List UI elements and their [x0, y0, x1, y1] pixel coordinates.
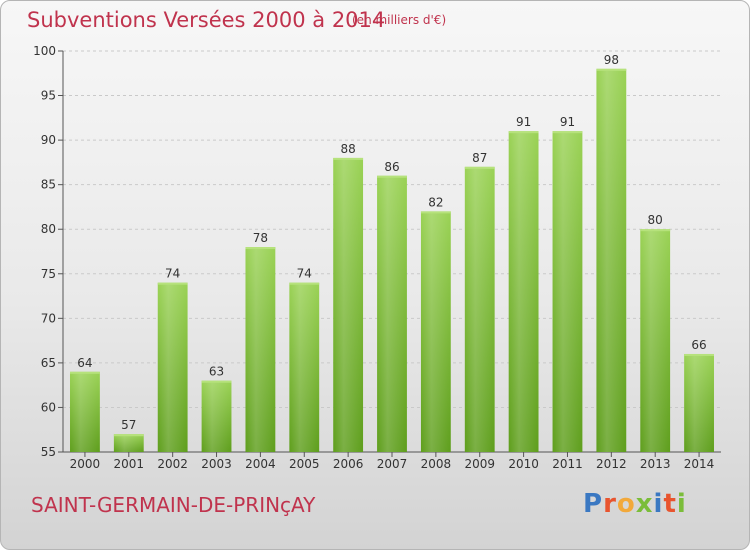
data-label: 66 — [691, 338, 706, 352]
bar-highlight — [157, 282, 188, 452]
bar-top-edge — [552, 131, 583, 134]
bar-highlight — [289, 282, 320, 452]
bar-highlight — [333, 157, 364, 452]
bars — [70, 68, 714, 453]
data-label: 80 — [648, 213, 663, 227]
data-label: 98 — [604, 53, 619, 67]
bar-highlight — [377, 175, 407, 452]
bar-top-edge — [245, 247, 276, 250]
x-tick-label: 2014 — [684, 457, 715, 471]
bar-top-edge — [464, 166, 495, 169]
logo-letter: i — [653, 489, 664, 519]
data-label: 86 — [384, 160, 399, 174]
y-tick-label: 90 — [41, 133, 56, 147]
bar-top-edge — [70, 371, 100, 374]
logo-letter: x — [635, 489, 654, 519]
x-tick-label: 2010 — [508, 457, 539, 471]
labels: 55 60 65 70 75 80 85 90 95 100 64 2000 57 2001 74 2002 6… — [33, 44, 714, 471]
y-tick-label: 100 — [33, 44, 56, 58]
data-label: 64 — [77, 356, 92, 370]
bar-highlight — [596, 68, 627, 453]
bar-highlight — [640, 229, 671, 452]
data-label: 63 — [209, 365, 224, 379]
bar-top-edge — [420, 211, 451, 214]
x-tick-label: 2009 — [464, 457, 495, 471]
bar-highlight — [464, 166, 495, 452]
data-label: 87 — [472, 151, 487, 165]
data-label: 88 — [340, 142, 355, 156]
data-label: 91 — [516, 115, 531, 129]
y-tick-label: 95 — [41, 89, 56, 103]
bar-highlight — [245, 247, 276, 452]
proxiti-logo: Proxiti — [583, 489, 687, 519]
x-tick-label: 2011 — [552, 457, 583, 471]
logo-letter: o — [616, 489, 636, 519]
x-tick-label: 2007 — [377, 457, 408, 471]
bar-top-edge — [684, 353, 714, 356]
x-tick-label: 2002 — [157, 457, 188, 471]
bar-highlight — [420, 211, 451, 452]
y-tick-label: 80 — [41, 222, 56, 236]
x-tick-label: 2000 — [70, 457, 101, 471]
logo-letter: i — [676, 489, 687, 519]
units-label: (en milliers d'€) — [352, 13, 447, 27]
bar-top-edge — [113, 434, 144, 437]
bar-top-edge — [289, 282, 320, 285]
logo-letter: r — [603, 489, 617, 519]
y-tick-label: 60 — [41, 400, 56, 414]
y-tick-label: 65 — [41, 356, 56, 370]
logo-letter: P — [583, 489, 604, 519]
bar-top-edge — [333, 157, 364, 160]
x-tick-label: 2001 — [114, 457, 145, 471]
y-tick-label: 85 — [41, 178, 56, 192]
commune-name: SAINT-GERMAIN-DE-PRINçAY — [31, 493, 316, 517]
bar-highlight — [201, 380, 232, 452]
y-tick-label: 70 — [41, 311, 56, 325]
data-label: 74 — [165, 267, 180, 281]
bar-top-edge — [157, 282, 188, 285]
x-tick-label: 2008 — [421, 457, 452, 471]
data-label: 82 — [428, 195, 443, 209]
x-tick-label: 2003 — [201, 457, 232, 471]
bar-top-edge — [201, 380, 232, 383]
bar-highlight — [70, 371, 100, 452]
y-tick-label: 55 — [41, 445, 56, 459]
bar-highlight — [684, 353, 714, 452]
x-tick-label: 2013 — [640, 457, 671, 471]
bar-top-edge — [640, 229, 671, 232]
data-label: 74 — [297, 267, 312, 281]
chart-title: Subventions Versées 2000 à 2014 — [27, 8, 386, 32]
x-tick-label: 2005 — [289, 457, 320, 471]
x-tick-label: 2012 — [596, 457, 627, 471]
bar-top-edge — [508, 131, 539, 134]
data-label: 91 — [560, 115, 575, 129]
bar-top-edge — [377, 175, 407, 178]
logo-letter: t — [663, 489, 677, 519]
y-tick-label: 75 — [41, 267, 56, 281]
data-label: 57 — [121, 418, 136, 432]
x-tick-label: 2006 — [333, 457, 364, 471]
bar-highlight — [113, 434, 144, 452]
x-tick-label: 2004 — [245, 457, 276, 471]
data-label: 78 — [253, 231, 268, 245]
bar-top-edge — [596, 68, 627, 71]
bar-highlight — [552, 131, 583, 452]
bar-highlight — [508, 131, 539, 452]
